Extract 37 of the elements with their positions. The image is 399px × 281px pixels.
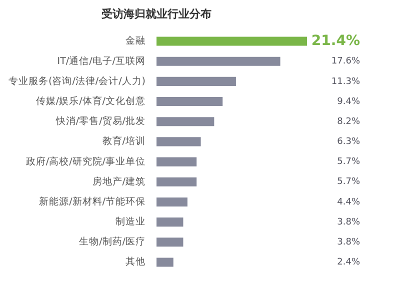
bar [156,56,280,66]
y-tick-label: IT/通信/电子/互联网 [57,54,146,67]
chart-title: 受访海归就业行业分布 [100,7,212,20]
y-tick-label: 教育/培训 [102,135,146,148]
data-label: 3.8% [337,217,360,228]
data-label: 4.4% [337,197,360,208]
data-label: 9.4% [337,96,360,107]
y-tick-label: 生物/制药/医疗 [79,236,146,248]
bar [156,137,201,146]
y-tick-label: 快消/零售/贸易/批发 [54,115,146,128]
y-tick-label: 传媒/娱乐/体育/文化创意 [36,94,146,107]
bar [156,97,223,106]
data-label: 21.4% [311,32,360,49]
data-label: 11.3% [331,76,360,87]
y-tick-label: 房地产/建筑 [92,175,146,188]
bar [156,218,184,227]
y-tick-label: 金融 [126,34,146,47]
data-label: 5.7% [337,157,360,168]
data-label: 5.7% [337,177,360,188]
bar [156,238,184,247]
data-label: 6.3% [337,137,360,148]
bar [156,177,197,186]
data-label: 2.4% [337,258,360,268]
bar [156,197,188,206]
y-tick-label: 政府/高校/研究院/事业单位 [26,155,146,168]
y-tick-label: 专业服务(咨询/法律/会计/人力) [8,74,146,87]
bar [156,258,174,267]
y-tick-label: 新能源/新材料/节能环保 [39,195,146,208]
data-label: 17.6% [331,56,360,67]
bar [156,36,307,46]
data-label: 3.8% [337,238,360,248]
bar [156,117,214,126]
y-tick-label: 制造业 [116,216,146,228]
bar [156,157,197,166]
bar [156,76,236,86]
y-tick-label: 其他 [126,256,146,268]
data-label: 8.2% [337,116,360,127]
